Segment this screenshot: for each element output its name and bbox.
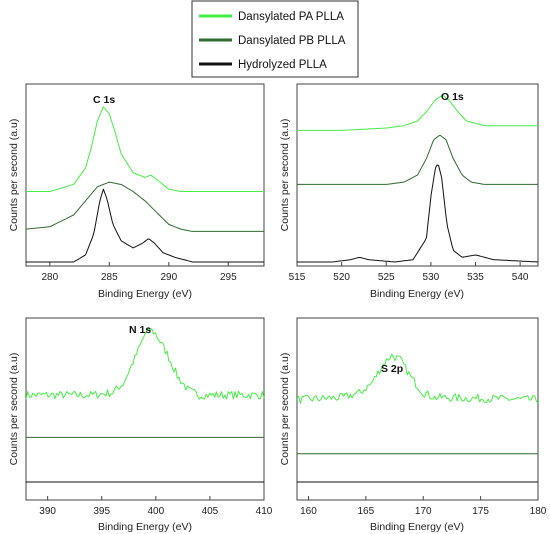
series-line-s2p-pa [296,353,539,404]
panel-n1s: 390 395 400 405 410 N 1s Binding Energy (eV)… [8,317,273,533]
x-tick-label-c1s-290: 290 [160,272,177,283]
x-tick-label-o1s-520: 520 [333,272,350,283]
x-axis-label-n1s: Binding Energy (eV) [98,521,192,533]
series-group-n1s [25,326,265,483]
x-tick-label-s2p-170: 170 [415,506,432,517]
x-ticks-c1s: 280 285 290 295 [41,262,237,283]
plot-frame-c1s [25,83,265,267]
peak-label-o1s: O 1s [441,91,464,103]
legend-label-pa: Dansylated PA PLLA [238,11,344,23]
x-tick-label-n1s-405: 405 [202,506,219,517]
series-group-s2p [296,353,539,483]
x-tick-label-s2p-160: 160 [300,506,317,517]
y-axis-label-c1s: Counts per second (a.u) [8,119,20,232]
x-tick-label-o1s-530: 530 [423,272,440,283]
x-tick-label-c1s-295: 295 [220,272,237,283]
x-ticks-s2p: 160 165 170 175 180 [300,496,547,517]
series-line-o1s-pb [297,134,538,185]
x-tick-label-s2p-165: 165 [358,506,375,517]
x-tick-label-n1s-395: 395 [93,506,110,517]
x-tick-label-c1s-280: 280 [41,272,58,283]
x-tick-label-s2p-180: 180 [530,506,547,517]
panel-c1s: 280 285 290 295 C 1s Binding Energy (eV) Co… [8,83,265,300]
series-line-c1s-hydrolyzed [26,188,264,263]
series-group-o1s [297,95,539,263]
panel-o1s: 515 520 525 530 535 540 O 1s Binding Energy (… [279,83,539,300]
x-tick-label-o1s-540: 540 [512,272,529,283]
peak-label-s2p: S 2p [381,363,403,375]
y-axis-label-s2p: Counts per second (a.u) [279,353,291,466]
x-tick-label-c1s-285: 285 [101,272,118,283]
x-ticks-o1s: 515 520 525 530 535 540 [289,262,529,283]
legend: Dansylated PA PLLA Dansylated PB PLLA Hy… [191,0,359,78]
plot-frame-s2p [296,317,539,501]
x-tick-label-s2p-175: 175 [472,506,489,517]
x-axis-label-c1s: Binding Energy (eV) [98,288,192,300]
series-line-o1s-pa [297,95,538,131]
x-tick-label-o1s-535: 535 [467,272,484,283]
series-line-c1s-pb [25,181,264,232]
series-line-n1s-pa [25,326,265,400]
peak-label-n1s: N 1s [129,324,151,336]
x-tick-label-o1s-515: 515 [289,272,306,283]
peak-label-c1s: C 1s [93,94,115,106]
legend-label-hydrolyzed: Hydrolyzed PLLA [238,59,327,71]
panel-s2p: 160 165 170 175 180 S 2p Binding Energy (eV)… [279,317,547,533]
legend-label-pb: Dansylated PB PLLA [238,35,346,47]
series-group-c1s [25,106,264,263]
x-axis-label-o1s: Binding Energy (eV) [370,288,464,300]
plot-frame-o1s [296,83,539,267]
x-tick-label-o1s-525: 525 [378,272,395,283]
y-axis-label-o1s: Counts per second (a.u) [279,119,291,232]
x-tick-label-n1s-400: 400 [147,506,164,517]
x-ticks-n1s: 390 395 400 405 410 [39,496,273,517]
y-axis-label-n1s: Counts per second (a.u) [8,353,20,466]
plot-frame-n1s [25,317,265,501]
x-tick-label-n1s-410: 410 [256,506,273,517]
series-line-c1s-pa [26,106,264,192]
series-line-o1s-hydrolyzed [297,164,539,263]
x-tick-label-n1s-390: 390 [39,506,56,517]
x-axis-label-s2p: Binding Energy (eV) [370,521,464,533]
